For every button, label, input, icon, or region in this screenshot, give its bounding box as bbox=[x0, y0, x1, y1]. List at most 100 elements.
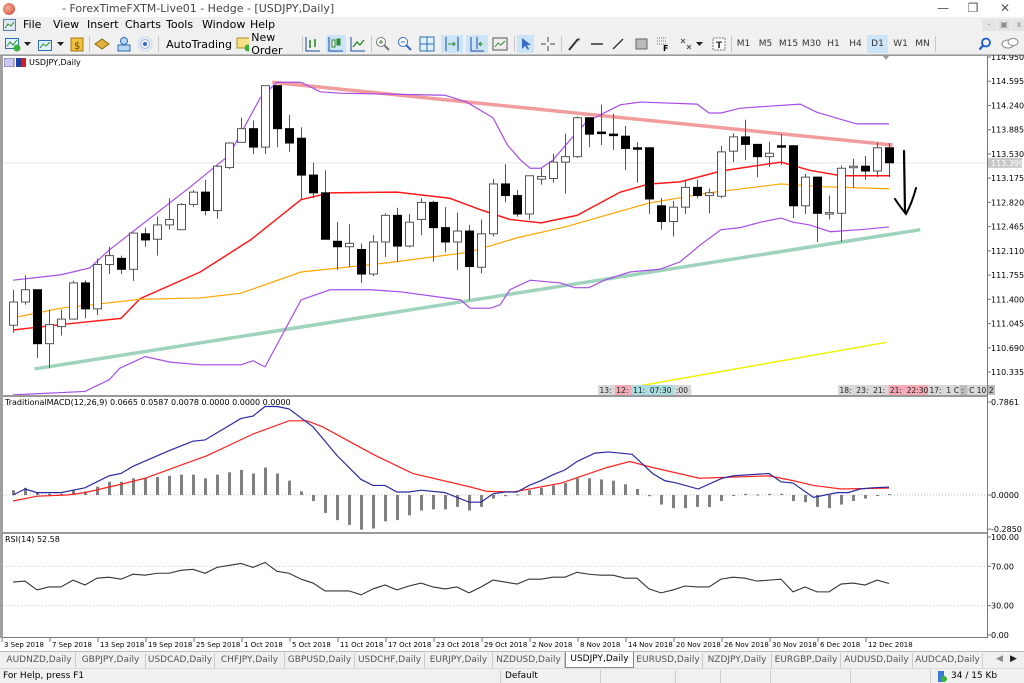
macd-histogram-bar bbox=[144, 478, 147, 495]
chart-tab[interactable]: NZDJPY,Daily bbox=[703, 653, 772, 668]
navigator-button[interactable] bbox=[93, 35, 111, 53]
new-order-button[interactable]: New Order bbox=[236, 31, 300, 57]
arrows-tool-button[interactable] bbox=[677, 35, 695, 53]
candle-body-bear bbox=[741, 136, 750, 145]
search-button[interactable] bbox=[976, 35, 994, 53]
chart-tab[interactable]: AUDCAD,Daily bbox=[913, 653, 983, 668]
timeframe-m15[interactable]: M15 bbox=[778, 39, 799, 49]
pane-divider[interactable] bbox=[3, 395, 987, 397]
candle bbox=[105, 246, 114, 275]
timeframe-w1[interactable]: W1 bbox=[893, 39, 908, 49]
macd-histogram-bar bbox=[12, 490, 15, 495]
mdi-restore-button[interactable]: ▣ bbox=[997, 19, 1011, 31]
bar-chart-button[interactable] bbox=[304, 35, 322, 53]
channel-tool-button[interactable] bbox=[633, 35, 651, 53]
timeframe-d1[interactable]: D1 bbox=[867, 35, 888, 53]
support-trendline[interactable] bbox=[34, 227, 921, 371]
chart-tab[interactable]: EURUSD,Daily bbox=[634, 653, 703, 668]
menu-charts[interactable]: Charts bbox=[125, 18, 161, 31]
arrows-dropdown[interactable] bbox=[695, 35, 704, 53]
new-chart-button[interactable] bbox=[4, 35, 22, 53]
vertical-line-tool-button[interactable] bbox=[565, 35, 583, 53]
candle-body-bear bbox=[753, 143, 762, 158]
horizontal-line-tool-button[interactable] bbox=[588, 35, 606, 53]
chart-tab[interactable]: EURGBP,Daily bbox=[772, 653, 841, 668]
candle-body-bull bbox=[705, 192, 714, 197]
mdi-minimize-button[interactable]: - bbox=[982, 19, 996, 31]
date-tick-label: 12 Dec 2018 bbox=[868, 641, 913, 649]
chart-tab[interactable]: NZDUSD,Daily bbox=[493, 653, 565, 668]
candlestick-chart-button[interactable] bbox=[326, 35, 346, 53]
menu-window[interactable]: Window bbox=[202, 18, 246, 31]
chart-tab[interactable]: CHFJPY,Daily bbox=[215, 653, 285, 668]
macd-histogram-bar bbox=[576, 478, 579, 495]
tabs-scroll-left-icon[interactable]: ◀ bbox=[996, 654, 1003, 664]
yellow-trendline[interactable] bbox=[599, 341, 887, 394]
price-tick-label: 112.465 bbox=[991, 223, 1024, 232]
chevron-down-icon bbox=[696, 41, 703, 46]
candle-body-bear bbox=[249, 128, 258, 148]
new-chart-dropdown[interactable] bbox=[23, 35, 32, 53]
strategy-tester-button[interactable] bbox=[136, 35, 154, 53]
autotrading-button[interactable]: AutoTrading bbox=[162, 35, 232, 53]
chart-tab[interactable]: AUDNZD,Daily bbox=[3, 653, 76, 668]
chat-button[interactable] bbox=[1000, 35, 1020, 53]
line-chart-button[interactable] bbox=[349, 35, 367, 53]
mdi-close-button[interactable]: x bbox=[1012, 19, 1024, 31]
timeframe-h4[interactable]: H4 bbox=[849, 39, 862, 49]
candle bbox=[9, 289, 18, 333]
chart-tab[interactable]: USDCHF,Daily bbox=[355, 653, 425, 668]
crosshair-tool-button[interactable] bbox=[539, 35, 557, 53]
tabs-scroll-right-icon[interactable]: ▶ bbox=[1010, 654, 1017, 664]
menu-help[interactable]: Help bbox=[250, 18, 276, 31]
chart-tab[interactable]: EURJPY,Daily bbox=[425, 653, 493, 668]
cursor-tool-button[interactable] bbox=[517, 35, 534, 53]
macd-histogram-bar bbox=[288, 480, 291, 495]
menu-insert[interactable]: Insert bbox=[87, 18, 119, 31]
timeframe-m30[interactable]: M30 bbox=[801, 39, 822, 49]
close-button[interactable]: ✕ bbox=[999, 1, 1011, 15]
auto-scroll-button[interactable] bbox=[441, 35, 463, 53]
chart-shift-button[interactable] bbox=[466, 35, 488, 53]
profiles-dropdown[interactable] bbox=[56, 35, 65, 53]
candle-body-bull bbox=[69, 282, 78, 320]
profiles-button[interactable] bbox=[37, 35, 55, 53]
menu-view[interactable]: View bbox=[53, 18, 80, 31]
timeframe-m5[interactable]: M5 bbox=[758, 39, 773, 49]
candle bbox=[813, 176, 822, 242]
macd-histogram-bar bbox=[96, 486, 99, 495]
resistance-trendline[interactable] bbox=[272, 80, 893, 147]
timeframe-m1[interactable]: M1 bbox=[736, 39, 751, 49]
fibonacci-tool-button[interactable]: F bbox=[654, 35, 672, 53]
tile-windows-button[interactable] bbox=[418, 35, 436, 53]
maximize-button[interactable]: ❐ bbox=[967, 1, 979, 15]
minimize-button[interactable]: — bbox=[937, 1, 949, 15]
zoom-in-button[interactable] bbox=[374, 35, 392, 53]
candle bbox=[237, 117, 246, 143]
macd-histogram-bar bbox=[252, 473, 255, 495]
chart-tab[interactable]: USDCAD,Daily bbox=[146, 653, 215, 668]
timeframe-mn[interactable]: MN bbox=[915, 39, 930, 49]
terminal-button[interactable] bbox=[115, 35, 133, 53]
macd-histogram-bar bbox=[204, 478, 207, 495]
chart-tab[interactable]: AUDUSD,Daily bbox=[841, 653, 913, 668]
text-label-tool-button[interactable]: T bbox=[710, 35, 728, 53]
templates-button[interactable] bbox=[491, 35, 509, 53]
menu-file[interactable]: File bbox=[23, 18, 42, 31]
session-label: 23: bbox=[856, 386, 868, 395]
menu-tools[interactable]: Tools bbox=[166, 18, 194, 31]
chart-tab[interactable]: GBPJPY,Daily bbox=[76, 653, 146, 668]
chart-area[interactable]: 13: 12: 11: 07:30:00 18: 23: 21: 21: 22:30 17: 1 C:… bbox=[0, 55, 1024, 651]
market-watch-button[interactable]: $ bbox=[68, 35, 86, 53]
trendline-tool-button[interactable] bbox=[609, 35, 627, 53]
chart-tab[interactable]: USDJPY,Daily bbox=[565, 652, 634, 668]
zoom-out-button[interactable] bbox=[396, 35, 414, 53]
timeframe-h1[interactable]: H1 bbox=[827, 39, 840, 49]
pane-divider[interactable] bbox=[3, 532, 987, 534]
chart-tab[interactable]: GBPUSD,Daily bbox=[285, 653, 355, 668]
candle bbox=[681, 179, 690, 214]
chart-shift-marker-icon[interactable] bbox=[883, 56, 889, 60]
candle-body-bull bbox=[765, 152, 774, 158]
candle bbox=[801, 173, 810, 214]
candle-body-bear bbox=[789, 145, 798, 207]
